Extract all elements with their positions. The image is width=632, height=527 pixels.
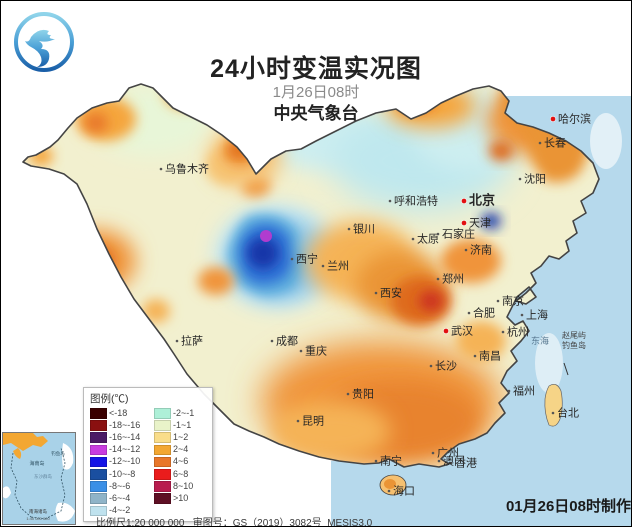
svg-text:东沙群岛: 东沙群岛 [34, 473, 52, 480]
svg-text:重庆: 重庆 [305, 344, 327, 358]
svg-text:1:40 000 000: 1:40 000 000 [26, 516, 50, 521]
svg-text:银川: 银川 [353, 222, 375, 236]
svg-text:海南岛: 海南岛 [29, 460, 44, 467]
svg-text:南宁: 南宁 [380, 454, 402, 468]
svg-text:拉萨: 拉萨 [181, 334, 203, 348]
svg-text:乌鲁木齐: 乌鲁木齐 [165, 162, 209, 176]
svg-text:太原: 太原 [417, 233, 439, 246]
svg-text:济南: 济南 [470, 243, 492, 257]
svg-text:钓鱼岛: 钓鱼岛 [562, 340, 586, 350]
svg-text:郑州: 郑州 [442, 272, 464, 286]
svg-text:合肥: 合肥 [473, 306, 495, 320]
svg-text:南昌: 南昌 [479, 350, 501, 363]
svg-text:长沙: 长沙 [435, 360, 457, 373]
svg-text:福州: 福州 [513, 384, 535, 398]
svg-text:西宁: 西宁 [296, 252, 318, 266]
svg-text:南京: 南京 [502, 294, 524, 308]
svg-text:呼和浩特: 呼和浩特 [394, 194, 438, 208]
svg-text:沈阳: 沈阳 [524, 172, 546, 186]
svg-text:武汉: 武汉 [451, 325, 473, 338]
svg-text:南海诸岛: 南海诸岛 [29, 508, 47, 515]
svg-text:长春: 长春 [544, 137, 566, 150]
svg-text:台北: 台北 [557, 406, 579, 420]
svg-text:澳门: 澳门 [443, 454, 465, 468]
svg-text:西安: 西安 [380, 286, 402, 300]
svg-text:天津: 天津 [469, 217, 491, 230]
svg-text:兰州: 兰州 [327, 260, 349, 273]
svg-text:杭州: 杭州 [507, 325, 529, 339]
svg-text:上海: 上海 [526, 308, 548, 322]
svg-text:钓鱼岛: 钓鱼岛 [51, 450, 65, 457]
svg-text:海口: 海口 [393, 484, 415, 498]
svg-text:贵阳: 贵阳 [352, 388, 374, 401]
svg-text:赵尾屿: 赵尾屿 [562, 330, 586, 340]
svg-text:成都: 成都 [276, 335, 298, 348]
svg-text:东海: 东海 [531, 335, 549, 346]
svg-text:昆明: 昆明 [302, 415, 324, 428]
svg-text:北京: 北京 [469, 193, 495, 208]
